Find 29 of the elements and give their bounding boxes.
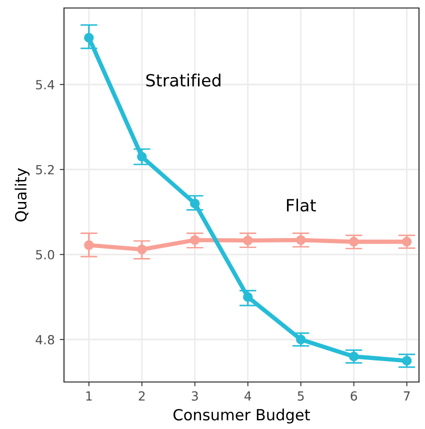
series-label: Stratified <box>146 74 220 87</box>
x-tick-label: 2 <box>138 391 145 401</box>
point <box>242 292 253 302</box>
y-tick-label: 4.8 <box>36 334 54 344</box>
point <box>137 152 147 162</box>
x-tick-label: 3 <box>192 391 198 401</box>
point <box>296 334 306 344</box>
point <box>84 32 94 43</box>
y-axis-title: Quality <box>14 168 30 222</box>
point <box>296 235 306 245</box>
point <box>190 235 200 245</box>
x-axis-title: Consumer Budget <box>174 408 310 424</box>
point <box>137 244 147 254</box>
x-tick-label: 5 <box>298 391 304 401</box>
point <box>190 198 200 208</box>
x-tick-label: 6 <box>350 391 358 401</box>
y-tick-label: 5.0 <box>36 250 54 260</box>
x-tick-label: 4 <box>244 391 252 401</box>
y-tick-label: 5.4 <box>36 80 54 90</box>
point <box>84 240 94 250</box>
x-tick-label: 1 <box>86 391 92 401</box>
point <box>402 236 412 247</box>
series-label: Flat <box>286 198 316 212</box>
x-tick-label: 7 <box>404 391 410 401</box>
point <box>348 352 359 362</box>
y-tick-label: 5.2 <box>36 164 54 174</box>
point <box>242 236 253 246</box>
point <box>348 236 359 247</box>
point <box>402 356 412 366</box>
